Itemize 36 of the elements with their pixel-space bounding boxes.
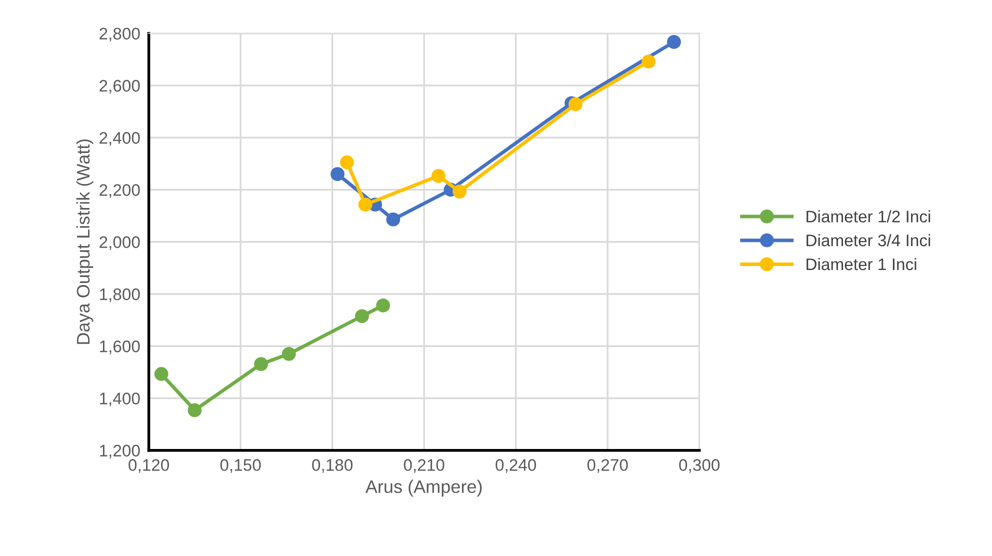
point: [355, 309, 369, 324]
legend-label: Diameter 1 Inci: [806, 258, 916, 270]
y-tick-label: 1,200: [100, 444, 140, 459]
legend-label: Diameter 3/4 Inci: [806, 234, 930, 246]
point: [330, 167, 344, 182]
y-tick-label: 2,400: [100, 132, 140, 146]
point: [188, 403, 202, 418]
legend-label: Diameter 1/2 Inci: [806, 210, 930, 222]
y-axis-title: Daya Output Listrik (Watt): [76, 139, 94, 344]
point: [282, 346, 296, 361]
point: [642, 54, 656, 68]
y-tick-label: 1,800: [100, 288, 140, 302]
point: [452, 184, 467, 199]
point: [667, 35, 681, 49]
y-tick-label: 2,200: [100, 184, 140, 198]
x-tick-label: 0,180: [312, 459, 353, 473]
point: [376, 298, 390, 312]
point: [254, 357, 268, 372]
y-tick-label: 1,600: [100, 340, 140, 354]
point: [568, 97, 582, 112]
y-tick-label: 2,000: [100, 236, 140, 250]
point: [340, 155, 354, 170]
x-tick-label: 0,300: [679, 459, 720, 473]
x-tick-label: 0,120: [128, 459, 170, 473]
x-tick-label: 0,240: [496, 459, 536, 473]
y-tick-label: 2,800: [100, 28, 140, 42]
x-tick-label: 0,150: [220, 459, 261, 473]
x-axis-title: Arus (Ampere): [365, 480, 482, 497]
x-tick-label: 0,210: [404, 459, 444, 473]
point: [154, 367, 168, 381]
point: [432, 168, 446, 183]
point: [358, 198, 372, 212]
point: [386, 212, 400, 226]
y-tick-label: 1,400: [100, 392, 140, 406]
x-tick-label: 0,270: [587, 459, 628, 473]
y-tick-label: 2,600: [100, 80, 140, 94]
